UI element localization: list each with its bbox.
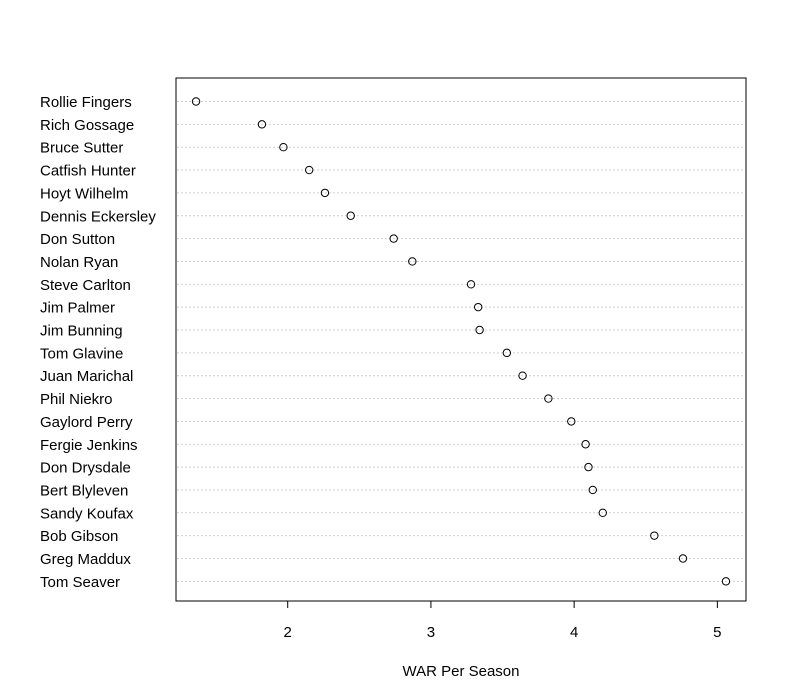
category-label: Rollie Fingers [40, 94, 132, 111]
data-point [584, 462, 593, 472]
category-label: Gaylord Perry [40, 414, 133, 431]
data-point [721, 577, 731, 586]
row-group: Rollie Fingers Rich Gossage Bruce Sutter Ca… [40, 94, 745, 591]
data-point [320, 188, 330, 198]
category-label: Greg Maddux [40, 551, 131, 568]
data-point [502, 348, 512, 358]
category-label: Juan Marichal [40, 368, 133, 385]
x-tick-label: 2 [284, 624, 292, 641]
category-label: Jim Palmer [40, 300, 115, 317]
category-label: Don Sutton [40, 231, 115, 248]
data-point [588, 485, 597, 495]
category-label: Jim Bunning [40, 323, 123, 340]
data-point [346, 211, 355, 220]
data-point [279, 143, 288, 152]
x-tick-label: 4 [570, 624, 578, 641]
category-label: Tom Glavine [40, 345, 123, 362]
data-point [466, 280, 476, 289]
x-axis: 2 3 4 5 [284, 601, 722, 641]
x-axis-label: WAR Per Season [403, 663, 520, 680]
data-point [408, 257, 417, 266]
category-label: Dennis Eckersley [40, 208, 156, 225]
x-tick-label: 3 [427, 624, 435, 641]
category-label: Rich Gossage [40, 117, 134, 134]
category-label: Don Drysdale [40, 460, 131, 477]
category-label: Fergie Jenkins [40, 437, 138, 454]
category-label: Bruce Sutter [40, 140, 123, 157]
data-point [475, 325, 484, 335]
plot-frame [175, 77, 747, 602]
category-label: Phil Niekro [40, 391, 113, 408]
data-point [567, 417, 576, 426]
data-point [257, 120, 267, 129]
category-label: Nolan Ryan [40, 254, 118, 271]
data-point [304, 165, 314, 175]
data-point [650, 531, 659, 540]
category-label: Bob Gibson [40, 528, 118, 545]
data-point [518, 371, 527, 380]
data-point [191, 97, 201, 106]
data-point [598, 508, 607, 517]
category-label: Catfish Hunter [40, 163, 136, 180]
data-point [473, 302, 483, 312]
data-point [678, 554, 688, 563]
category-label: Tom Seaver [40, 574, 120, 591]
category-label: Steve Carlton [40, 277, 131, 294]
category-label: Hoyt Wilhelm [40, 185, 128, 202]
category-label: Bert Blyleven [40, 482, 128, 499]
data-point [389, 234, 398, 243]
category-label: Sandy Koufax [40, 505, 134, 522]
data-point [544, 394, 553, 403]
x-tick-label: 5 [713, 624, 721, 641]
data-point [581, 440, 590, 449]
